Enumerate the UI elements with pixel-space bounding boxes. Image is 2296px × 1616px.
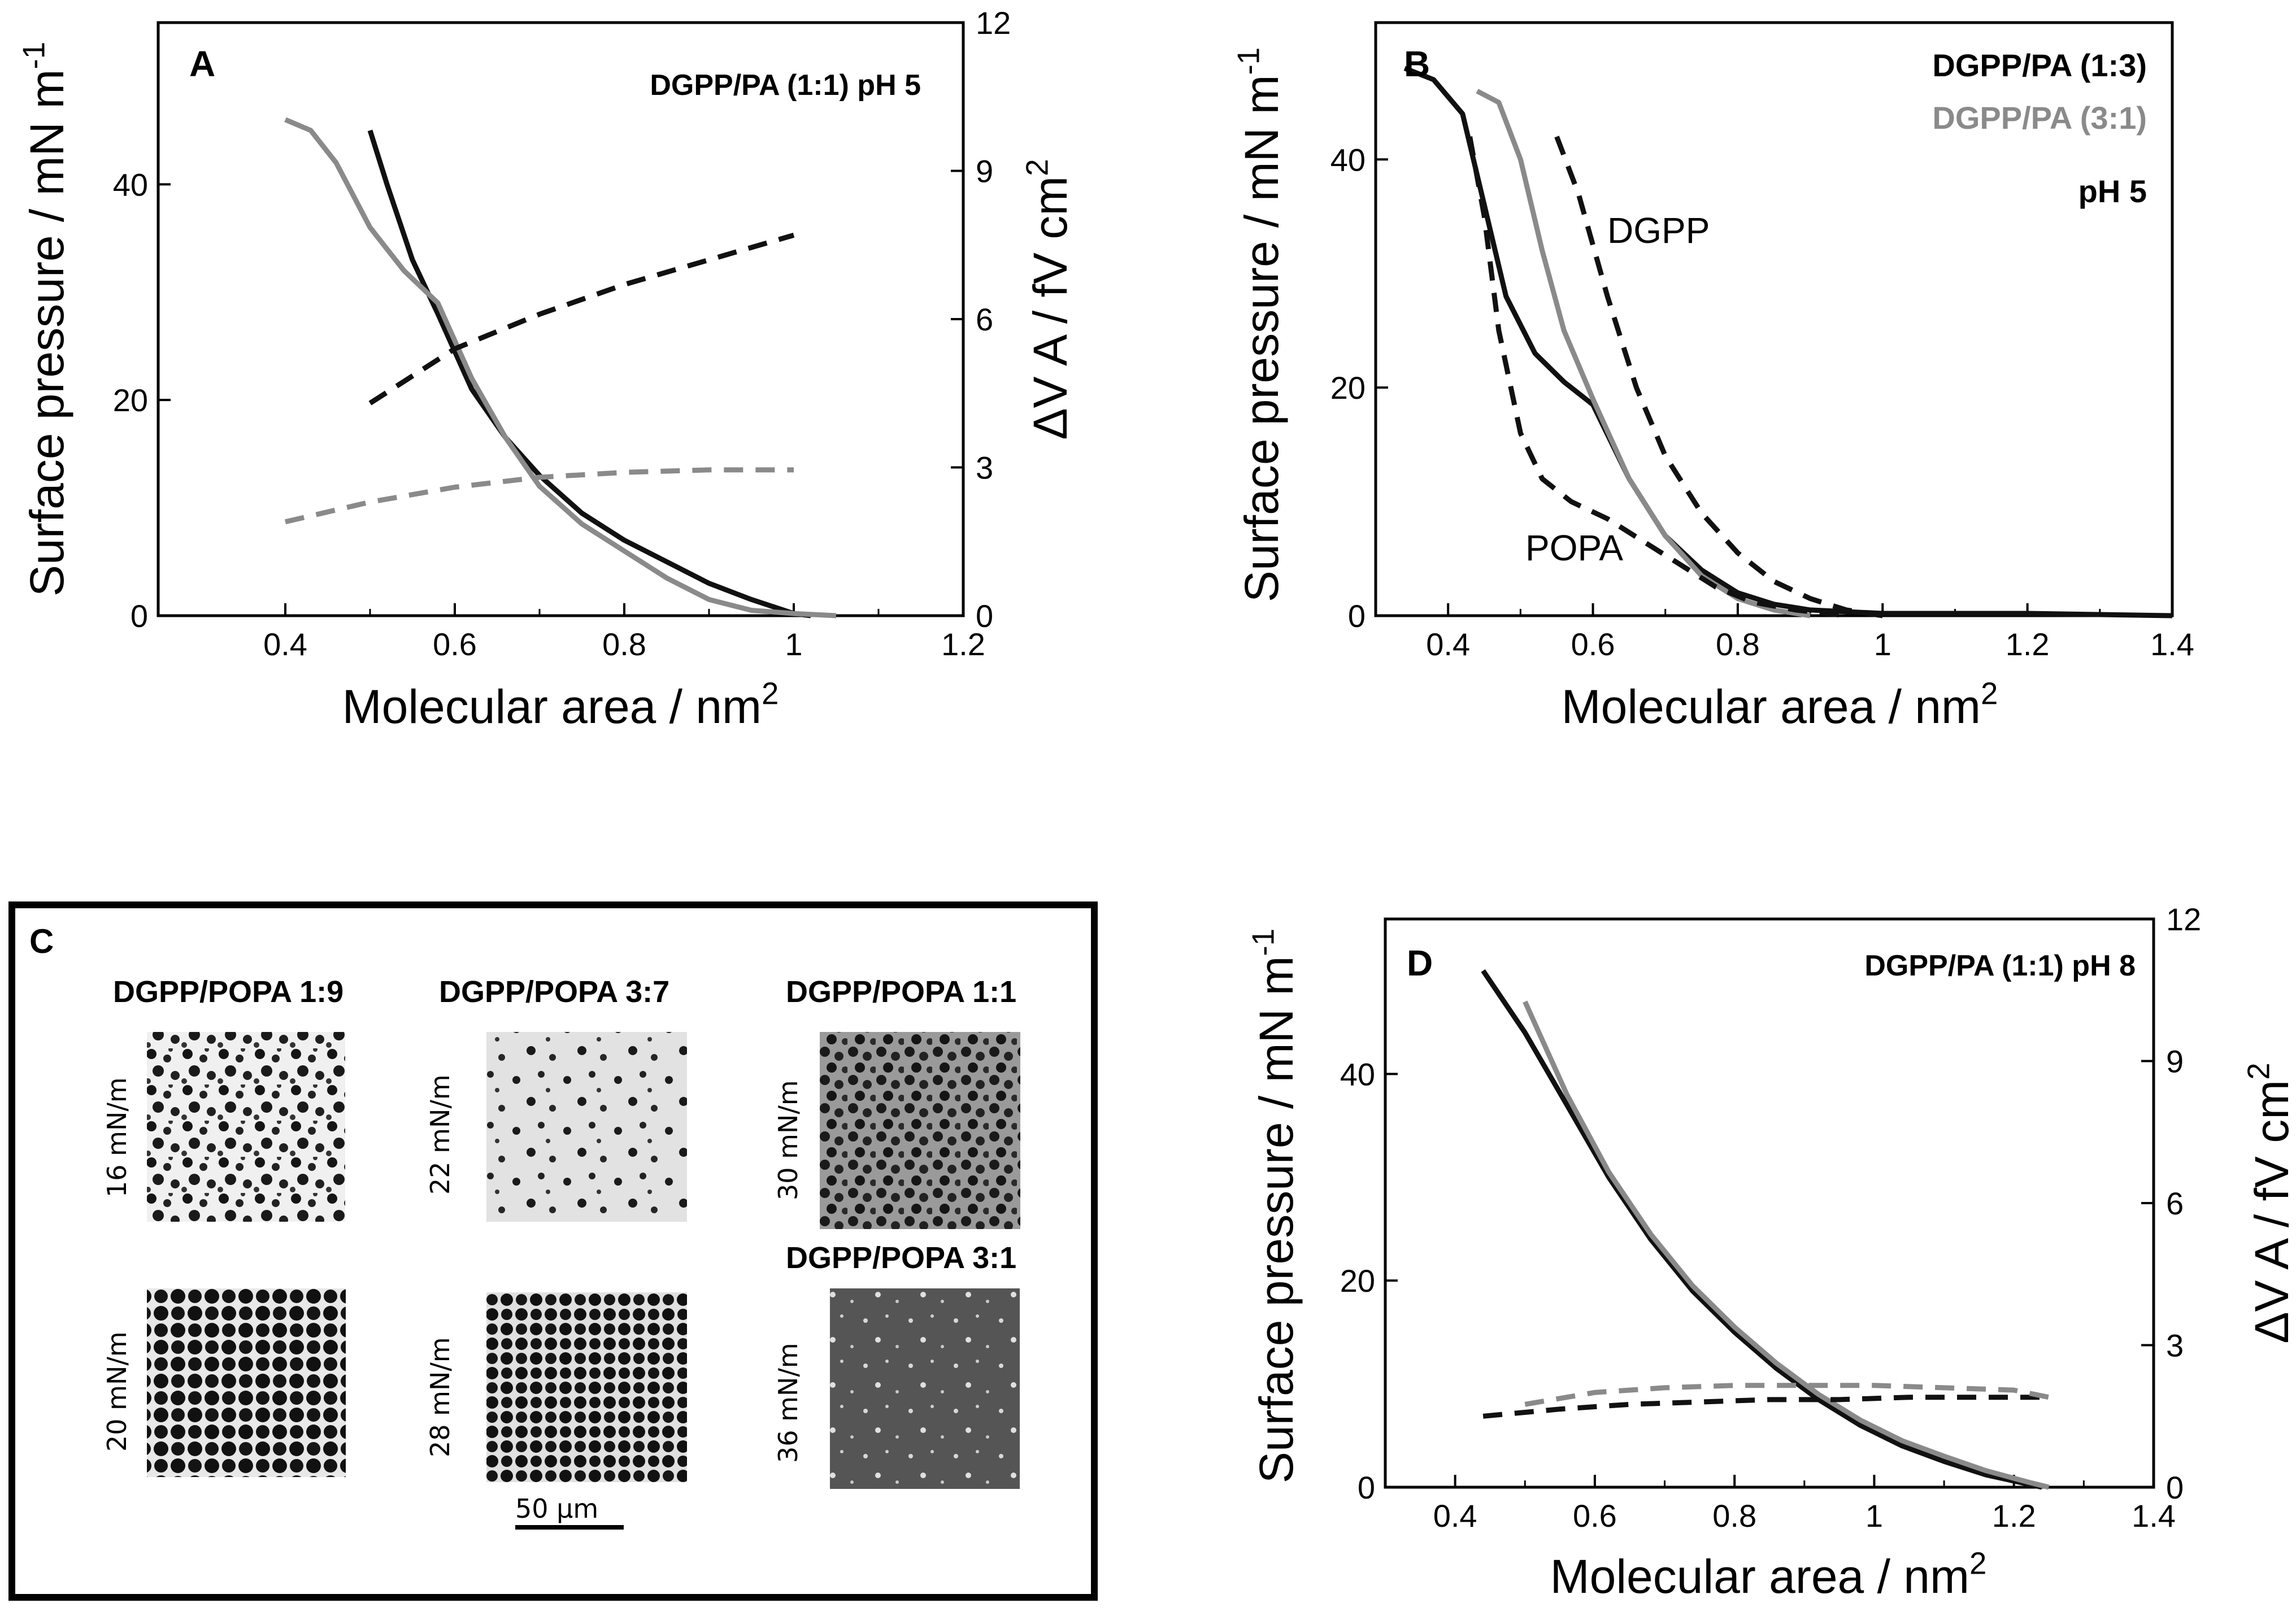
panel-c-letter: C — [29, 922, 54, 960]
micrograph-3-1-36 — [830, 1288, 1020, 1489]
y-tick-label: 40 — [1340, 1056, 1375, 1092]
col-title-1-1: DGPP/POPA 1:1 — [786, 975, 1017, 1009]
series-line-surface-potential-black — [368, 232, 795, 406]
y2-tick-label: 12 — [2166, 901, 2201, 937]
panel-d-ylabel-sup: -1 — [1246, 929, 1280, 956]
panel-b-legend-gray: DGPP/PA (3:1) — [1932, 100, 2147, 136]
panel-a-letter: A — [189, 43, 215, 84]
x-tick-label: 0.6 — [433, 626, 477, 662]
series-line-dgpp-pa-1-3- — [1403, 66, 2173, 618]
x-tick-label: 0.8 — [1712, 1498, 1756, 1534]
x-tick-label: 1 — [1866, 1498, 1883, 1534]
panel-b-xlabel: Molecular area / nm2 — [1562, 676, 1998, 733]
x-tick-label: 0.6 — [1571, 626, 1615, 662]
panel-b-ylabel-sup: -1 — [1231, 47, 1266, 75]
y2-tick-label: 3 — [976, 450, 993, 486]
col-title-3-1: DGPP/POPA 3:1 — [786, 1241, 1017, 1275]
scale-label: 50 µm — [515, 1493, 599, 1524]
x-tick-label: 0.4 — [1426, 626, 1470, 662]
panel-d-legend: DGPP/PA (1:1) pH 8 — [1864, 949, 2136, 982]
micrograph-1-9-16 — [147, 1032, 345, 1222]
micrograph-1-9-20 — [147, 1288, 346, 1477]
micrograph-3-7-28 — [486, 1292, 687, 1482]
series-line-popa — [1467, 136, 1847, 618]
panel-b-annotation-popa: POPA — [1525, 528, 1623, 568]
y-tick-label: 0 — [131, 598, 148, 634]
panel-a-y2label-sup: 2 — [1020, 159, 1054, 176]
panel-a-xlabel-sup: 2 — [762, 676, 779, 711]
panel-d-xlabel-sup: 2 — [1969, 1546, 1986, 1580]
y2-tick-label: 9 — [2166, 1044, 2184, 1079]
x-tick-label: 1 — [785, 626, 802, 662]
x-tick-label: 1.2 — [1992, 1498, 2036, 1534]
panel-a-ylabel: Surface pressure / mN m-1 — [16, 42, 73, 596]
panel-b-ylabel: Surface pressure / mN m-1 — [1231, 47, 1288, 602]
micrograph-1-1-30 — [820, 1032, 1020, 1229]
micrograph-3-7-22 — [486, 1032, 687, 1222]
panel-a-y2label: ΔV A / fV cm2 — [1020, 159, 1077, 439]
y2-tick-label: 12 — [976, 5, 1011, 41]
y2-tick-label: 3 — [2166, 1328, 2184, 1364]
y-tick-label: 20 — [1340, 1263, 1375, 1299]
x-tick-label: 1.2 — [941, 626, 985, 662]
series-line-dgpp — [1554, 136, 1884, 618]
y-tick-label: 20 — [1330, 370, 1366, 406]
y2-tick-label: 9 — [976, 154, 993, 189]
series-line-isotherm-gray — [1523, 1000, 2050, 1490]
x-tick-label: 1 — [1874, 626, 1891, 662]
x-tick-label: 1.4 — [2150, 626, 2194, 662]
y-tick-label: 40 — [113, 167, 148, 202]
y2-tick-label: 0 — [2166, 1470, 2184, 1505]
x-tick-label: 1.4 — [2132, 1498, 2176, 1534]
col-title-3-7: DGPP/POPA 3:7 — [439, 975, 670, 1009]
pressure-label-20: 20 mN/m — [102, 1331, 132, 1452]
panel-d-y2label-sup: 2 — [2241, 1062, 2276, 1079]
panel-b-annotation-dgpp: DGPP — [1607, 210, 1710, 251]
x-tick-label: 0.4 — [1433, 1498, 1477, 1534]
y-tick-label: 0 — [1358, 1470, 1375, 1505]
y2-tick-label: 6 — [976, 302, 993, 337]
x-tick-label: 0.4 — [263, 626, 307, 662]
y-tick-label: 0 — [1348, 598, 1366, 634]
series-line-surface-potential-black — [1482, 1395, 2049, 1419]
plot-frame — [156, 21, 965, 617]
pressure-label-36: 36 mN/m — [773, 1343, 803, 1463]
panel-a-xlabel: Molecular area / nm2 — [342, 676, 779, 733]
plot-frame — [1374, 21, 2174, 617]
pressure-label-28: 28 mN/m — [425, 1337, 455, 1457]
panel-a-legend: DGPP/PA (1:1) pH 5 — [650, 69, 921, 102]
x-tick-label: 1.2 — [2006, 626, 2050, 662]
series-line-isotherm-black — [1481, 969, 2043, 1490]
pressure-label-22: 22 mN/m — [425, 1074, 455, 1195]
panel-d-xlabel: Molecular area / nm2 — [1550, 1546, 1987, 1603]
panel-b-legend-black: DGPP/PA (1:3) — [1932, 47, 2147, 83]
panel-d-letter: D — [1407, 943, 1433, 983]
x-tick-label: 0.6 — [1573, 1498, 1617, 1534]
series-line-surface-potential-gray — [284, 467, 794, 525]
series-line-isotherm-gray — [284, 117, 837, 618]
panel-b-xlabel-sup: 2 — [1981, 676, 1998, 711]
panel-c-border — [8, 901, 1098, 1601]
series-line-isotherm-black — [367, 129, 811, 618]
scale-bar — [515, 1525, 624, 1530]
panel-c-frame — [8, 901, 1098, 1601]
panel-d-ylabel: Surface pressure / mN m-1 — [1246, 929, 1303, 1483]
y2-tick-label: 6 — [2166, 1186, 2184, 1221]
panel-b-letter: B — [1404, 43, 1430, 84]
panel-a-ylabel-sup: -1 — [16, 42, 51, 69]
panel-d-y2label: ΔV A / fV cm2 — [2241, 1062, 2296, 1343]
pressure-label-16: 16 mN/m — [102, 1077, 132, 1197]
y-tick-label: 40 — [1330, 142, 1366, 177]
x-tick-label: 0.8 — [602, 626, 646, 662]
col-title-1-9: DGPP/POPA 1:9 — [113, 975, 344, 1009]
panel-b-legend-ph: pH 5 — [2078, 173, 2147, 209]
y-tick-label: 20 — [113, 382, 148, 418]
x-tick-label: 0.8 — [1716, 626, 1760, 662]
pressure-label-30: 30 mN/m — [773, 1080, 803, 1200]
chart-panel-b: 0.4 0.6 0.8 1 1.2 1.4 0 20 40 B DGPP/PA (1:3) DGPP/… — [1231, 21, 2194, 733]
y2-tick-label: 0 — [976, 598, 993, 634]
